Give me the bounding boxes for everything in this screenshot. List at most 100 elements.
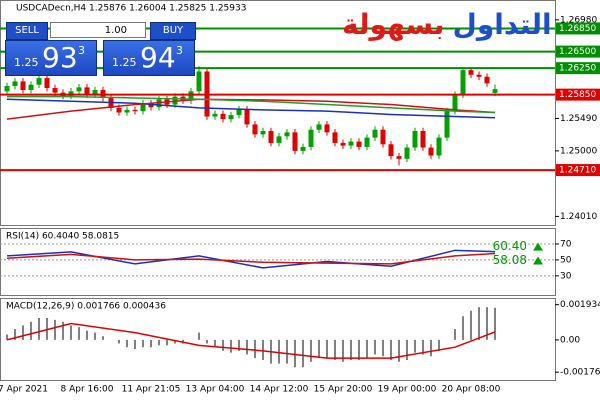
candle-body bbox=[236, 109, 242, 116]
bid-prefix: 1.25 bbox=[14, 56, 39, 69]
candle-body bbox=[372, 129, 378, 138]
y-tick-label: 1.25000 bbox=[560, 146, 597, 156]
buy-button[interactable]: BUY bbox=[150, 22, 196, 40]
ask-main: 94 bbox=[140, 41, 176, 74]
logo-word: التداول bbox=[452, 7, 552, 41]
candle-body bbox=[436, 137, 442, 156]
ask-box[interactable]: 1.25 94 3 bbox=[103, 40, 195, 76]
candle-body bbox=[4, 86, 10, 92]
candle-body bbox=[428, 147, 434, 156]
ask-prefix: 1.25 bbox=[112, 56, 137, 69]
level-label-box bbox=[556, 88, 600, 101]
panel-title: USDCADecn,H4 1.25876 1.26004 1.25825 1.2… bbox=[16, 4, 246, 14]
logo: التداول بسهولة bbox=[342, 4, 554, 44]
candle-body bbox=[44, 78, 50, 89]
x-tick-label: 13 Apr 04:00 bbox=[186, 385, 245, 395]
panel-frame bbox=[0, 0, 556, 226]
readout-label: 58.08 bbox=[493, 253, 527, 267]
lot-input[interactable]: 1.00 bbox=[50, 22, 146, 38]
candle-body bbox=[116, 107, 122, 113]
y-tick-label: 50 bbox=[560, 255, 572, 265]
candle-body bbox=[444, 111, 450, 138]
x-tick-label: 14 Apr 12:00 bbox=[250, 385, 309, 395]
y-tick-label: 1.25490 bbox=[560, 114, 597, 124]
moving-average bbox=[7, 95, 496, 114]
panel-title: MACD(12,26,9) 0.001766 0.000436 bbox=[6, 302, 166, 312]
candle-body bbox=[404, 147, 410, 159]
candle-body bbox=[76, 87, 82, 92]
signal-line bbox=[6, 322, 496, 359]
candle-body bbox=[396, 156, 402, 159]
y-tick-label: 30 bbox=[560, 271, 572, 281]
candle-body bbox=[12, 81, 18, 87]
candle-body bbox=[188, 91, 194, 101]
logo-word: بسهولة bbox=[342, 7, 445, 41]
y-tick-label: 0.001934 bbox=[560, 300, 600, 310]
level-label: 1.26250 bbox=[559, 64, 596, 74]
indicator-line bbox=[6, 252, 496, 265]
candle-body bbox=[20, 81, 26, 90]
candle-body bbox=[84, 87, 90, 95]
candle-body bbox=[276, 136, 282, 143]
candle-body bbox=[52, 88, 58, 93]
candle-body bbox=[492, 89, 498, 93]
moving-average bbox=[6, 98, 496, 119]
candle-body bbox=[300, 146, 306, 151]
candle-body bbox=[212, 113, 218, 117]
sell-button[interactable]: SELL bbox=[6, 22, 48, 40]
candle-body bbox=[364, 137, 370, 147]
candle-body bbox=[452, 94, 458, 112]
x-tick-label: 15 Apr 20:00 bbox=[314, 385, 373, 395]
candle-body bbox=[316, 124, 322, 130]
moving-average bbox=[6, 98, 496, 120]
level-label-box bbox=[556, 22, 600, 35]
candle-body bbox=[252, 124, 258, 135]
candle-body bbox=[348, 141, 354, 146]
y-tick-label: 70 bbox=[560, 239, 572, 249]
y-tick-label: 1.24010 bbox=[560, 212, 597, 222]
candle-body bbox=[292, 132, 298, 151]
level-label: 1.26850 bbox=[559, 24, 596, 34]
x-tick-label: 20 Apr 08:00 bbox=[442, 385, 501, 395]
candle-body bbox=[140, 103, 146, 112]
candle-body bbox=[484, 76, 490, 84]
candle-body bbox=[420, 131, 426, 148]
level-label-box bbox=[556, 45, 600, 58]
candle-body bbox=[388, 144, 394, 157]
readout-marker bbox=[533, 256, 543, 265]
bid-box[interactable]: 1.25 93 3 bbox=[5, 40, 97, 76]
candle-body bbox=[260, 131, 266, 135]
panel-title: RSI(14) 60.4040 58.0815 bbox=[6, 232, 119, 242]
y-tick-label: -0.001769 bbox=[560, 368, 600, 378]
level-label-box bbox=[556, 62, 600, 75]
candle-body bbox=[148, 103, 154, 108]
candle-body bbox=[356, 141, 362, 147]
candle-body bbox=[332, 132, 338, 143]
candle-body bbox=[412, 131, 418, 148]
x-tick-label: 7 Apr 2021 bbox=[0, 385, 48, 395]
candle-body bbox=[220, 113, 226, 120]
readout-marker bbox=[533, 242, 543, 251]
bid-main: 93 bbox=[42, 41, 78, 74]
candle-body bbox=[268, 131, 274, 143]
candle-body bbox=[324, 124, 330, 133]
candle-body bbox=[284, 132, 290, 137]
candle-body bbox=[196, 71, 202, 92]
level-label-box bbox=[556, 164, 600, 177]
candle-body bbox=[244, 109, 250, 125]
level-label: 1.26500 bbox=[559, 47, 596, 57]
candle-body bbox=[228, 115, 234, 120]
candle-body bbox=[468, 70, 474, 75]
indicator-line bbox=[6, 249, 496, 269]
x-tick-label: 8 Apr 16:00 bbox=[61, 385, 114, 395]
candle-body bbox=[476, 74, 482, 77]
candle-body bbox=[380, 129, 386, 145]
level-label: 1.25850 bbox=[559, 90, 596, 100]
bid-pip: 3 bbox=[78, 44, 85, 57]
candle-body bbox=[132, 109, 138, 112]
level-label: 1.24710 bbox=[559, 166, 596, 176]
candle-body bbox=[28, 84, 34, 90]
candle-body bbox=[124, 109, 130, 113]
candle-body bbox=[460, 70, 466, 95]
